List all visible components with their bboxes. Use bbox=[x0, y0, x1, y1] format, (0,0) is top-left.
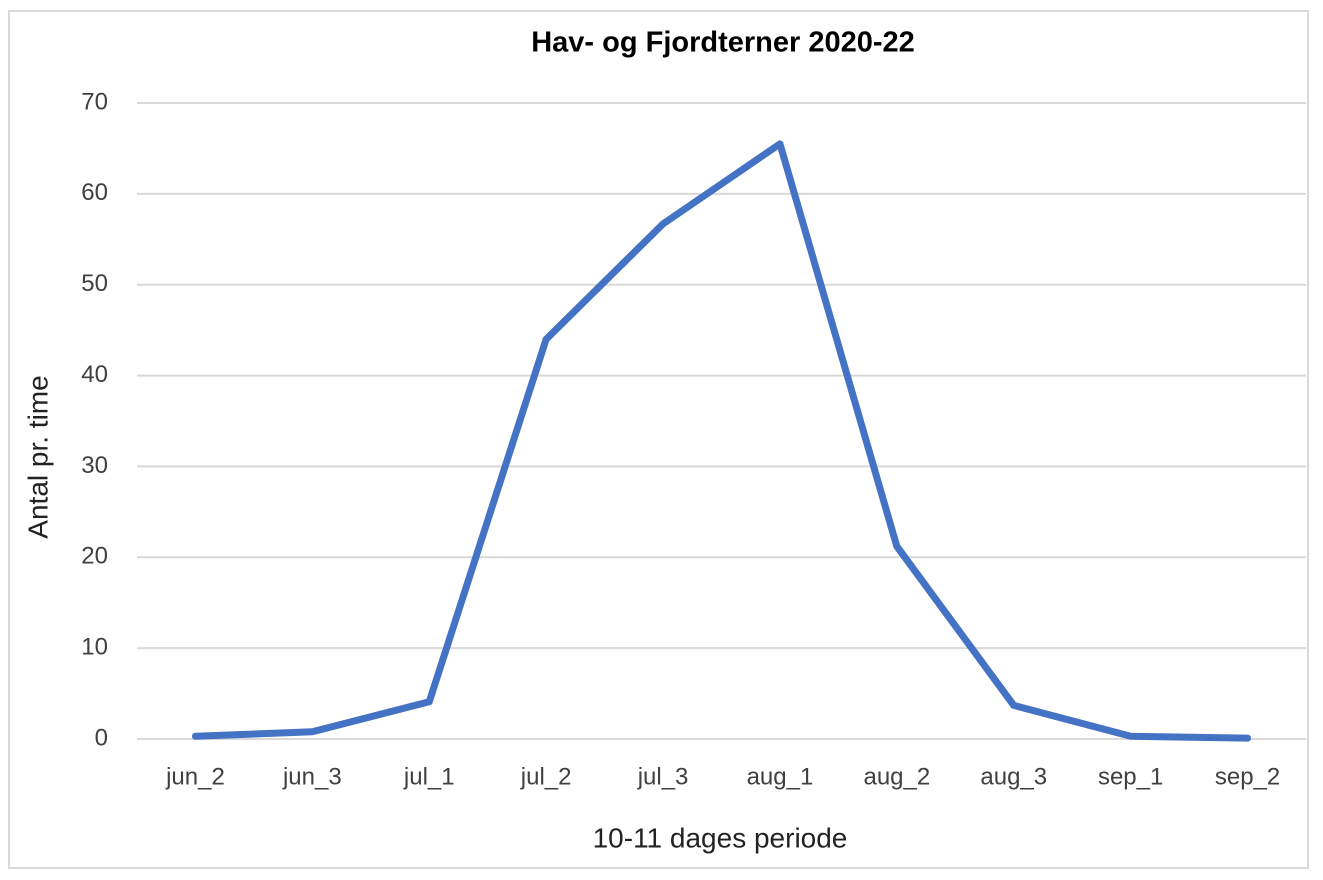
x-tick-label: sep_1 bbox=[1098, 763, 1163, 790]
x-tick-label: aug_1 bbox=[747, 763, 814, 790]
x-tick-label: sep_2 bbox=[1215, 763, 1280, 790]
y-tick-label: 30 bbox=[81, 452, 108, 479]
y-tick-label: 50 bbox=[81, 270, 108, 297]
y-tick-label: 10 bbox=[81, 633, 108, 660]
y-tick-label: 20 bbox=[81, 543, 108, 570]
x-tick-label: jun_3 bbox=[282, 763, 342, 790]
x-tick-label: aug_3 bbox=[980, 763, 1047, 790]
y-tick-label: 40 bbox=[81, 361, 108, 388]
x-tick-label: jul_3 bbox=[637, 763, 689, 790]
y-tick-label: 60 bbox=[81, 179, 108, 206]
x-axis-title: 10-11 dages periode bbox=[593, 822, 848, 853]
y-tick-label: 70 bbox=[81, 88, 108, 115]
x-tick-label: jun_2 bbox=[165, 763, 225, 790]
x-tick-label: jul_1 bbox=[403, 763, 455, 790]
y-tick-label: 0 bbox=[95, 724, 108, 751]
y-axis-title: Antal pr. time bbox=[22, 375, 53, 538]
x-tick-label: aug_2 bbox=[863, 763, 930, 790]
x-tick-label: jul_2 bbox=[520, 763, 572, 790]
chart-title: Hav- og Fjordterner 2020-22 bbox=[531, 27, 915, 59]
data-line bbox=[191, 140, 1252, 742]
